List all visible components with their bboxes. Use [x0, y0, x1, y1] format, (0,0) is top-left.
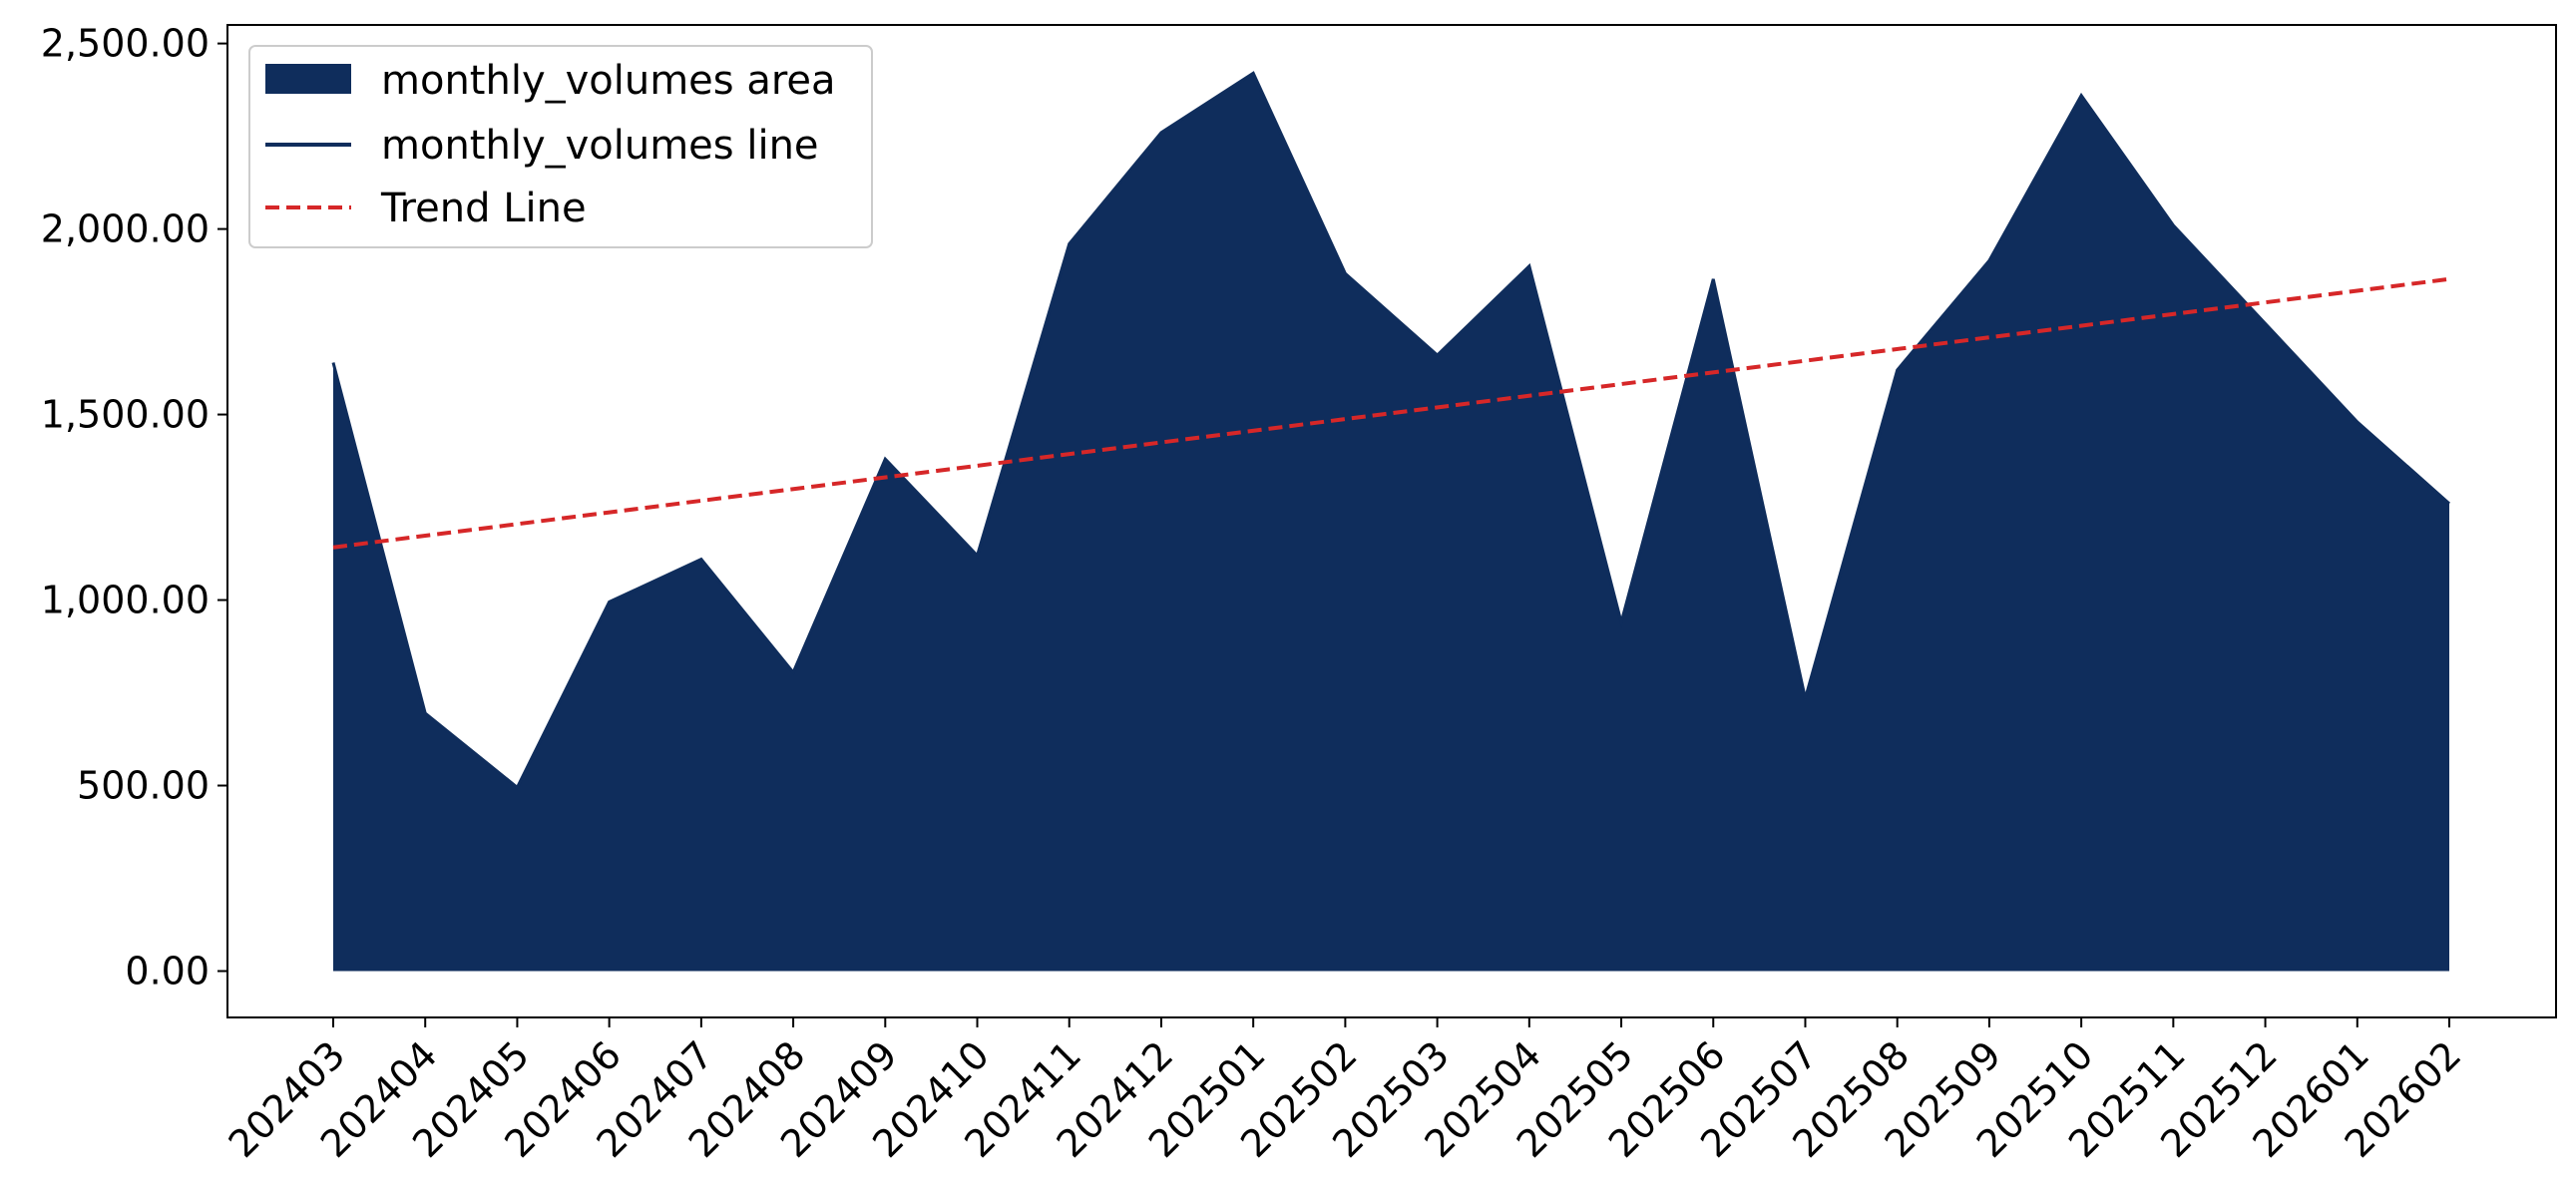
y-tick-label: 1,500.00: [41, 393, 210, 437]
legend-box: [248, 45, 873, 248]
y-tick-label: 500.00: [77, 764, 210, 808]
plot-frame: [226, 24, 2557, 1018]
area-series: [333, 73, 2449, 972]
y-tick-label: 0.00: [125, 950, 210, 994]
y-tick-label: 1,000.00: [41, 579, 210, 622]
line-series: [331, 71, 2450, 790]
legend-label-trend: Trend Line: [380, 186, 587, 231]
legend-label-line: monthly_volumes line: [381, 123, 819, 169]
legend-label-area: monthly_volumes area: [381, 58, 836, 104]
y-tick-label: 2,500.00: [41, 22, 210, 66]
y-tick-label: 2,000.00: [41, 207, 210, 251]
legend-area-swatch: [265, 64, 351, 94]
